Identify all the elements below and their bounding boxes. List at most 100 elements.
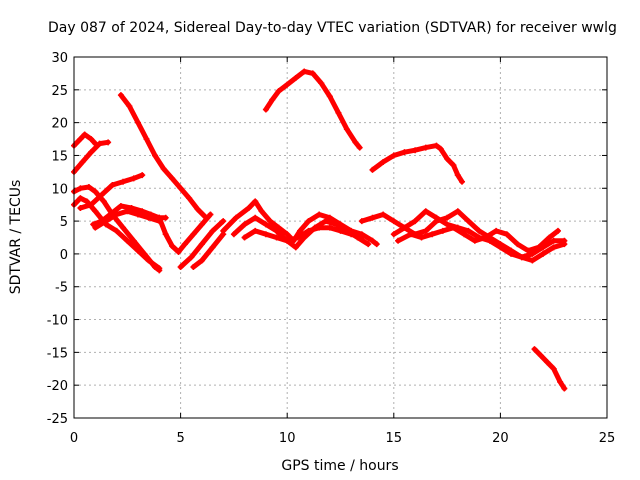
data-point — [390, 152, 397, 159]
data-point — [88, 136, 95, 143]
data-point — [369, 214, 376, 221]
data-point — [550, 365, 557, 372]
data-point — [88, 201, 95, 208]
y-tick-label: -25 — [47, 412, 68, 427]
data-point — [390, 218, 397, 225]
series-arc-19 — [369, 142, 466, 185]
data-point — [418, 234, 425, 241]
data-point — [337, 227, 344, 234]
data-point — [117, 202, 124, 209]
data-point — [407, 231, 414, 238]
data-point — [412, 147, 419, 154]
data-point — [437, 145, 444, 152]
data-point — [537, 352, 544, 359]
data-point — [267, 218, 274, 225]
data-point — [181, 241, 188, 248]
data-point — [333, 221, 340, 228]
data-point — [77, 204, 84, 211]
y-tick-label: -15 — [47, 346, 68, 361]
data-point — [262, 106, 269, 113]
data-point — [262, 221, 269, 228]
data-point — [544, 359, 551, 366]
data-point — [322, 218, 329, 225]
data-point — [450, 162, 457, 169]
data-point — [459, 178, 466, 185]
plot-frame — [73, 56, 608, 419]
axis-ticks: 0 5 10 15 20 25 -25 -20 -15 -10 -5 0 5 10 15 20 25 30 — [47, 51, 616, 446]
data-point — [113, 211, 120, 218]
series-arc-5 — [77, 172, 146, 211]
data-point — [554, 227, 561, 234]
series-arc-6 — [90, 202, 169, 228]
data-point — [412, 218, 419, 225]
y-tick-label: 10 — [51, 182, 68, 197]
data-point — [380, 211, 387, 218]
y-tick-label: -20 — [47, 379, 68, 394]
data-point — [316, 211, 323, 218]
data-point — [230, 231, 237, 238]
data-point — [177, 264, 184, 271]
data-point — [241, 234, 248, 241]
data-point — [126, 103, 133, 110]
y-tick-label: -5 — [55, 281, 68, 296]
data-point — [169, 243, 176, 250]
data-point — [454, 208, 461, 215]
data-point — [109, 181, 116, 188]
data-point — [301, 68, 308, 75]
data-point — [156, 214, 163, 221]
series-arc-10 — [177, 218, 227, 271]
series-arc-20 — [531, 346, 568, 392]
data-point — [365, 241, 372, 248]
data-point — [207, 211, 214, 218]
data-point — [220, 227, 227, 234]
x-tick-label: 20 — [492, 431, 509, 446]
data-point — [120, 224, 127, 231]
data-point — [476, 227, 483, 234]
x-axis-title: GPS time / hours — [281, 458, 398, 474]
data-point — [401, 149, 408, 156]
data-point — [433, 142, 440, 149]
data-point — [284, 231, 291, 238]
data-point — [352, 139, 359, 146]
data-point — [162, 214, 169, 221]
data-point — [465, 218, 472, 225]
data-point — [145, 214, 152, 221]
data-point — [130, 237, 137, 244]
data-point — [83, 198, 90, 205]
data-point — [252, 214, 259, 221]
y-tick-label: -10 — [47, 314, 68, 329]
data-point — [326, 224, 333, 231]
data-point — [292, 75, 299, 82]
series-line — [395, 225, 561, 254]
data-point — [343, 126, 350, 133]
data-point — [92, 188, 99, 195]
data-point — [160, 165, 167, 172]
series-line — [156, 212, 213, 255]
data-point — [190, 264, 197, 271]
data-point — [429, 231, 436, 238]
data-point — [124, 237, 131, 244]
data-point — [284, 81, 291, 88]
data-point — [124, 208, 131, 215]
data-point — [209, 227, 216, 234]
data-point — [273, 234, 280, 241]
data-point — [105, 139, 112, 146]
data-point — [540, 250, 547, 257]
series-arc-9 — [156, 211, 214, 255]
data-point — [422, 227, 429, 234]
data-point — [401, 224, 408, 231]
data-point — [245, 204, 252, 211]
data-point — [369, 237, 376, 244]
data-point — [316, 224, 323, 231]
data-point — [273, 227, 280, 234]
y-tick-label: 25 — [51, 84, 68, 99]
data-point — [561, 385, 568, 392]
data-point — [348, 231, 355, 238]
data-point — [258, 208, 265, 215]
data-point — [309, 70, 316, 77]
data-point — [557, 378, 564, 385]
y-tick-label: 0 — [60, 248, 68, 263]
data-point — [77, 136, 84, 143]
data-point — [525, 247, 532, 254]
